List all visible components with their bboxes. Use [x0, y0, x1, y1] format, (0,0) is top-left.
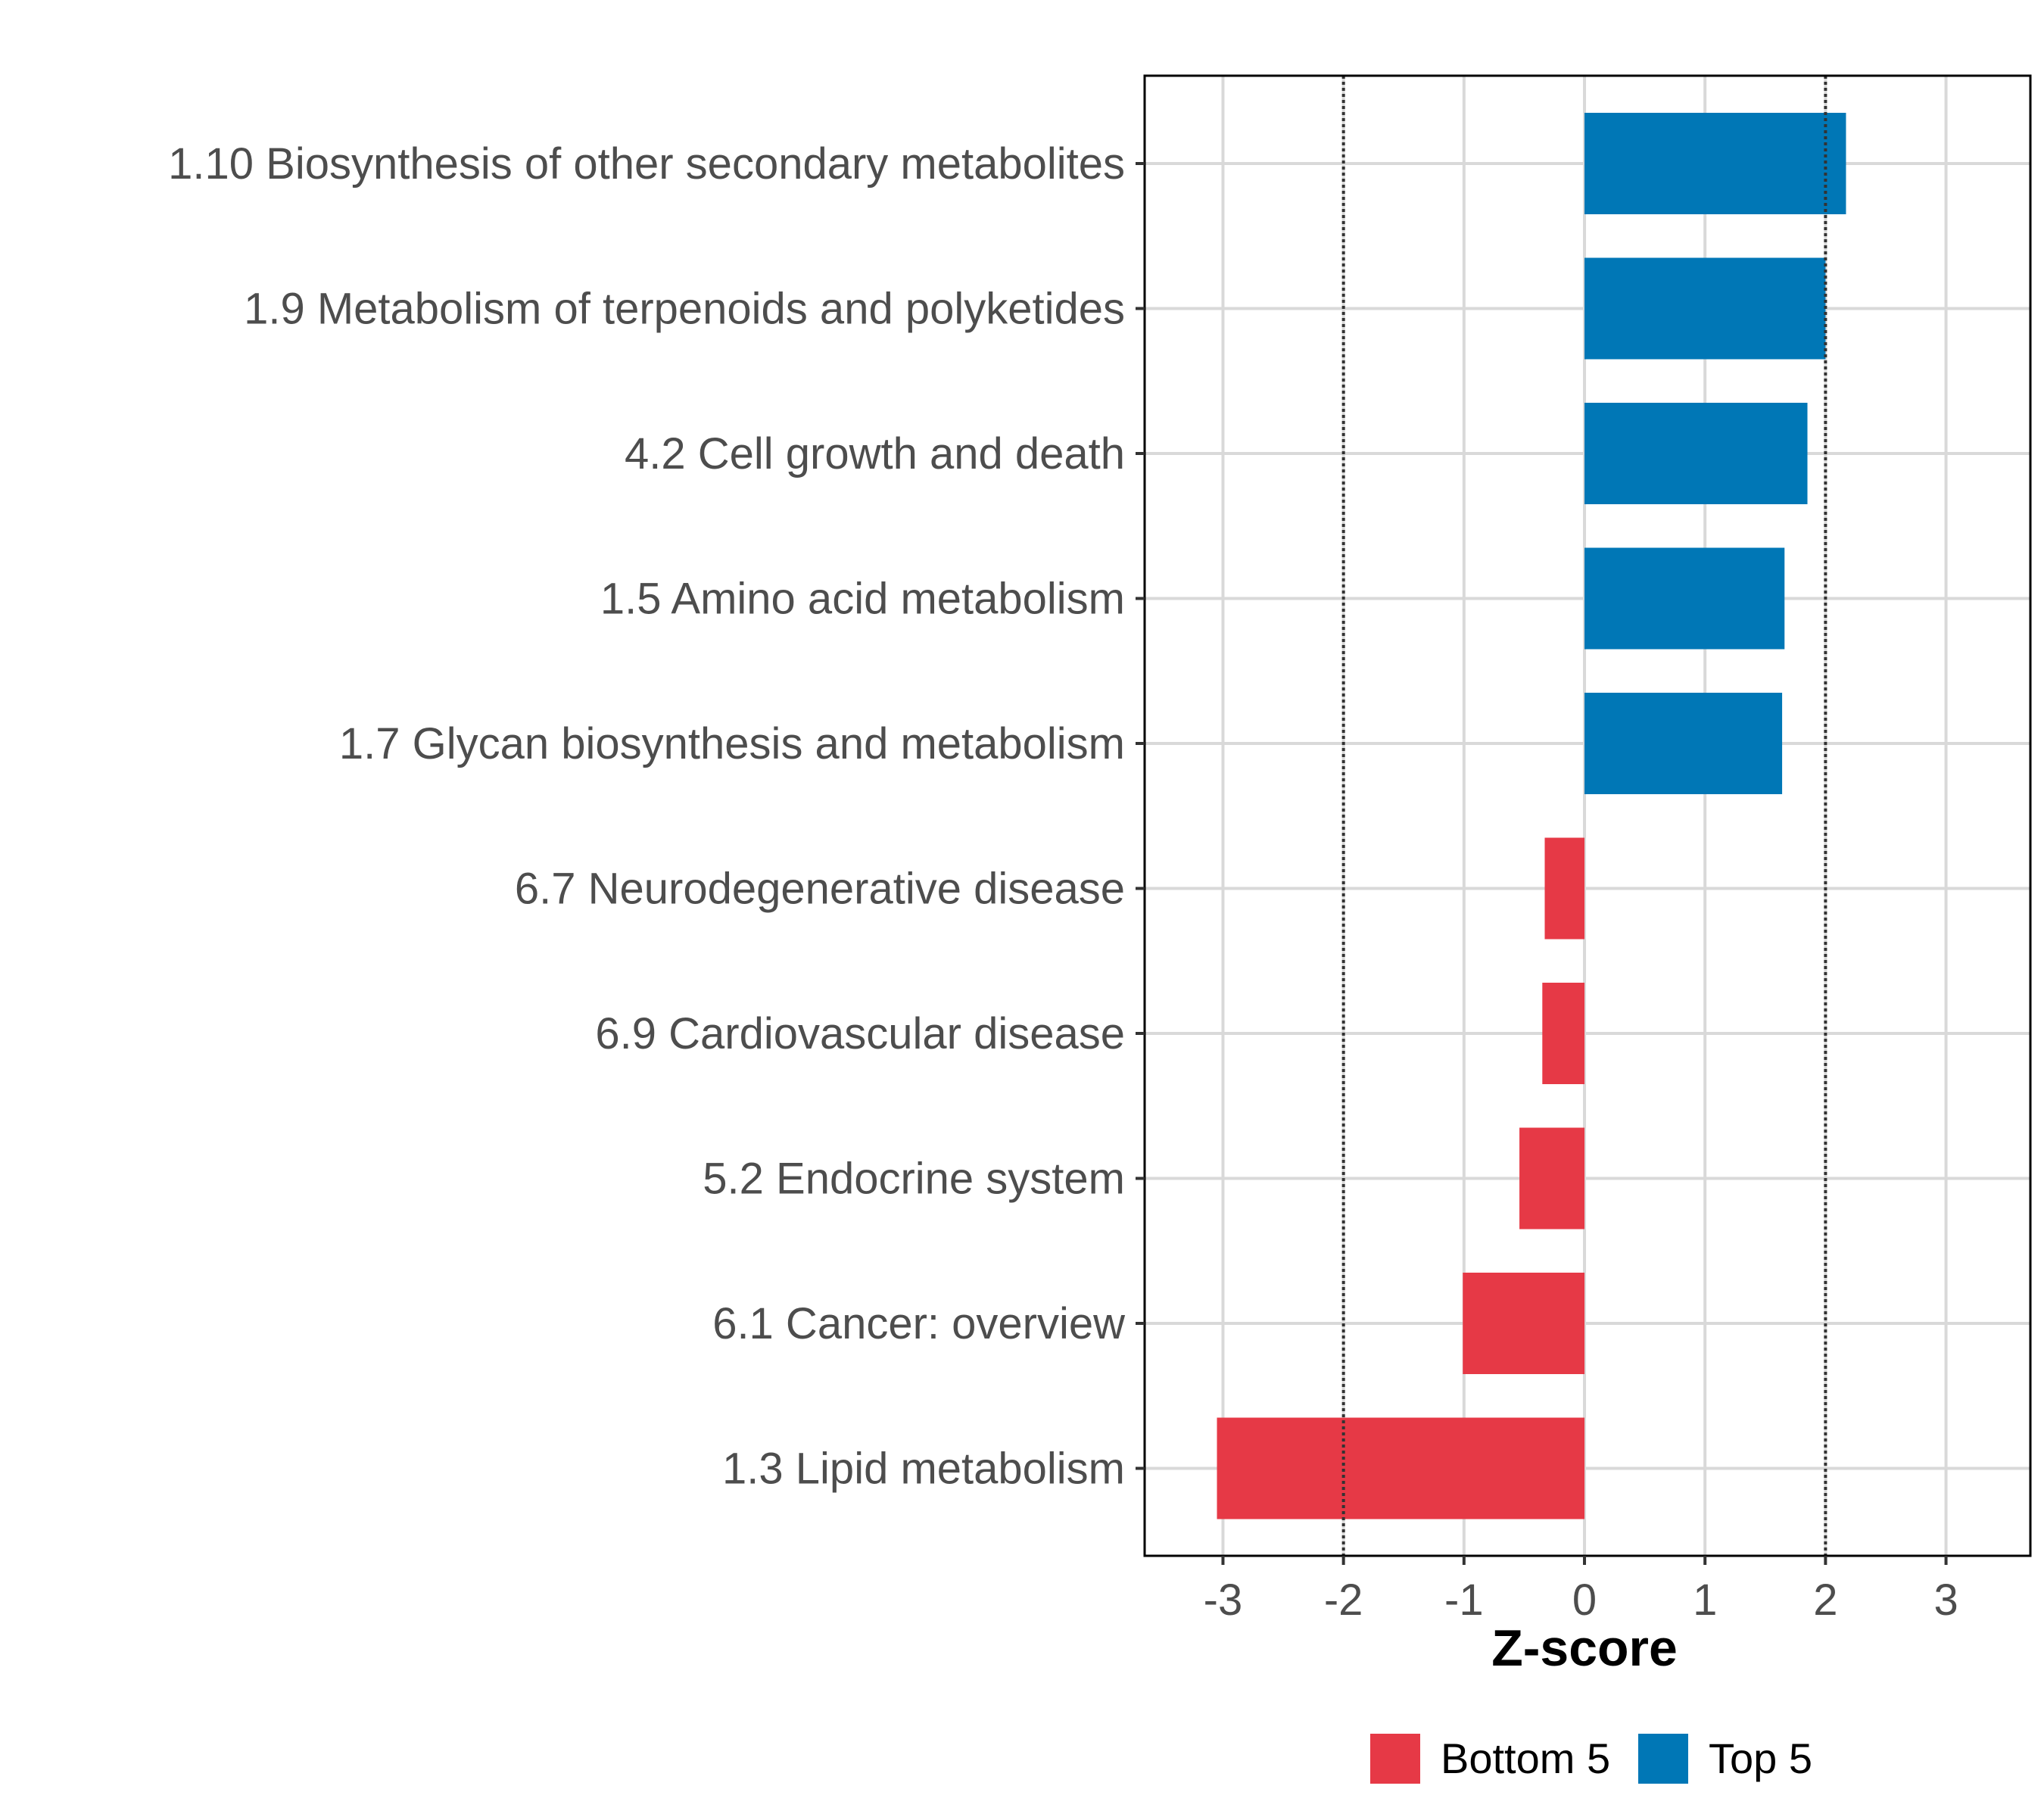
legend-swatch	[1638, 1734, 1688, 1784]
bar-bottom	[1519, 1127, 1585, 1230]
category-label: 1.7 Glycan biosynthesis and metabolism	[339, 719, 1125, 768]
category-label: 4.2 Cell growth and death	[625, 429, 1125, 478]
x-axis-ticks: -3 -2 -1 0 1 2 3	[1204, 1556, 1958, 1625]
legend: Bottom 5 Top 5	[1370, 1734, 1812, 1784]
category-label: 1.3 Lipid metabolism	[722, 1445, 1125, 1494]
category-label: 1.5 Amino acid metabolism	[600, 575, 1125, 624]
threshold-lines	[1341, 76, 1827, 1556]
bar-bottom	[1217, 1417, 1585, 1519]
bar-top	[1584, 693, 1783, 794]
category-label: 1.10 Biosynthesis of other secondary met…	[168, 139, 1125, 189]
bars	[1217, 113, 1846, 1519]
x-axis-title: Z-score	[1491, 1619, 1678, 1677]
plot-panel-border	[1143, 74, 2032, 1557]
x-tick-label: 2	[1813, 1575, 1837, 1625]
x-tick-label: -3	[1204, 1575, 1243, 1625]
bar-bottom	[1542, 983, 1585, 1084]
legend-swatch	[1370, 1734, 1420, 1784]
category-label: 6.1 Cancer: overview	[712, 1299, 1126, 1348]
y-axis-ticks: 1.10 Biosynthesis of other secondary met…	[168, 139, 1145, 1494]
category-label: 1.9 Metabolism of terpenoids and polyket…	[244, 285, 1125, 334]
bar-top	[1584, 547, 1785, 650]
x-tick-label: -2	[1324, 1575, 1363, 1625]
bar-bottom	[1463, 1273, 1585, 1374]
bar-top	[1584, 113, 1846, 214]
legend-label: Top 5	[1709, 1734, 1812, 1782]
bar-top	[1584, 257, 1826, 360]
category-label: 5.2 Endocrine system	[703, 1155, 1125, 1204]
x-tick-label: 1	[1693, 1575, 1717, 1625]
x-tick-label: 0	[1572, 1575, 1597, 1625]
bar-bottom	[1544, 837, 1585, 940]
x-tick-label: 3	[1933, 1575, 1958, 1625]
category-label: 6.7 Neurodegenerative disease	[515, 865, 1125, 914]
x-tick-label: -1	[1444, 1575, 1484, 1625]
legend-label: Bottom 5	[1441, 1734, 1610, 1782]
category-label: 6.9 Cardiovascular disease	[595, 1009, 1125, 1058]
bar-top	[1584, 403, 1808, 504]
